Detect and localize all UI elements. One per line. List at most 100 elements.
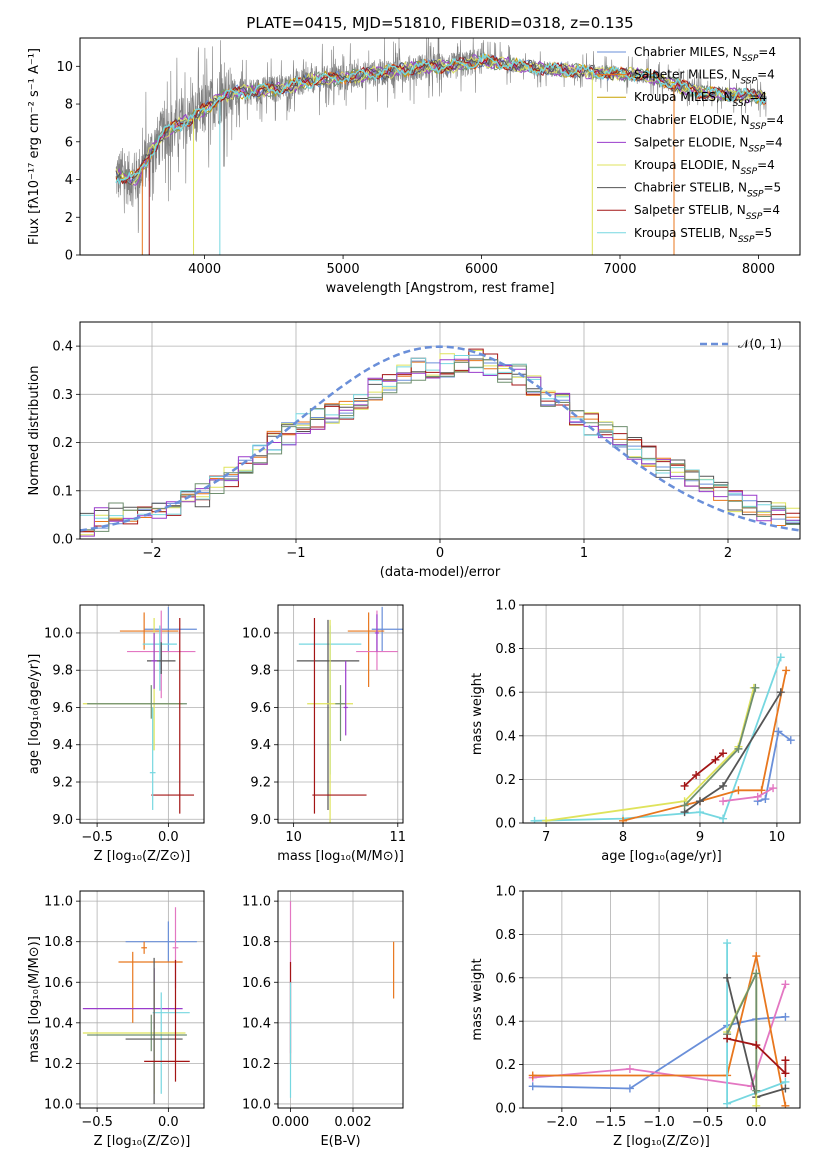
y-tick-label: 1.0 (495, 885, 516, 900)
legend-label-n: =4 (757, 158, 775, 172)
weight-point-marker (761, 795, 770, 804)
y-tick-label: 9.0 (250, 813, 271, 828)
y-tick-label: 0 (65, 249, 73, 264)
weight-point-marker (711, 755, 720, 764)
axes-frame (79, 37, 801, 256)
error-bars (82, 606, 197, 814)
legend-label: Chabrier STELIB, NSSP=5 (634, 181, 781, 200)
weight-point-marker (757, 786, 766, 795)
y-tick-label: 9.2 (52, 776, 73, 791)
y-tick-label: 9.0 (52, 813, 73, 828)
x-axis-label: wavelength [Angstrom, rest frame] (326, 281, 555, 296)
weight-series-line (532, 955, 787, 1106)
age-vs-mass-panel: 10 11 9.0 9.2 9.4 9.6 9.8 10.0 mass [log₁₀(M/M⊙)… (242, 604, 407, 864)
x-axis-label: mass [log₁₀(M/M⊙)] (277, 849, 404, 864)
x-tick-label: 1 (580, 546, 588, 561)
y-tick-label: 10.2 (242, 1057, 271, 1072)
x-tick-label: −0.5 (81, 1115, 113, 1130)
y-tick-label: 10.4 (44, 1016, 73, 1031)
grid-and-ticks: 7 8 9 10 0.0 0.2 0.4 0.6 0.8 1.0 (495, 599, 800, 845)
x-tick-label: −2.0 (546, 1115, 578, 1130)
spectrum-panel: 4000 5000 6000 7000 8000 0 2 4 6 8 10 wavelength [A… (27, 37, 801, 296)
weight-point-marker (719, 814, 728, 823)
weight-point-marker (782, 666, 791, 675)
y-tick-label: 11.0 (242, 895, 271, 910)
legend-label-n: =4 (749, 90, 767, 104)
x-tick-label: 9 (696, 830, 704, 845)
y-tick-label: 1.0 (495, 599, 516, 614)
x-axis-label: Z [log₁₀(Z/Z⊙)] (613, 1134, 710, 1149)
y-tick-label: 10.0 (242, 1097, 271, 1112)
legend-label-n: =4 (762, 203, 780, 217)
weight-point-marker (781, 1084, 790, 1093)
weight-point-marker (752, 952, 761, 961)
y-tick-label: 0.8 (495, 642, 516, 657)
weight-point-marker (786, 736, 795, 745)
weight-point-marker (734, 744, 743, 753)
y-axis-label: Flux [fλ10⁻¹⁷ erg cm⁻² s⁻¹ A⁻¹] (27, 48, 42, 245)
weight-point-marker (776, 653, 785, 662)
weight-point-marker (781, 1069, 790, 1078)
y-tick-label: 9.6 (250, 701, 271, 716)
weight-vs-z-panel: −2.0 −1.5 −1.0 −0.5 0.0 0.0 0.2 0.4 0.6 0.8 1.0 Z [… (470, 885, 801, 1149)
histograms (80, 345, 800, 537)
legend-label: Salpeter STELIB, NSSP=4 (634, 203, 780, 222)
weight-point-marker (680, 781, 689, 790)
x-axis-label: age [log₁₀(age/yr)] (601, 849, 722, 864)
residual-panel: −2 −1 0 1 2 0.0 0.1 0.2 0.3 0.4 (data-model)/error… (27, 321, 801, 580)
y-tick-label: 4 (65, 173, 73, 188)
legend-label: Chabrier ELODIE, NSSP=4 (634, 113, 784, 132)
weight-point-marker (751, 683, 760, 692)
y-axis-label: mass weight (470, 673, 485, 755)
legend-label-sub: SSP (738, 235, 755, 245)
x-tick-label: −0.5 (692, 1115, 724, 1130)
weight-series-line (683, 752, 724, 787)
x-tick-label: 11 (390, 830, 407, 845)
y-tick-label: 9.6 (52, 701, 73, 716)
y-tick-label: 10.0 (44, 1097, 73, 1112)
legend-label-sub: SSP (746, 212, 763, 222)
weight-point-marker (692, 771, 701, 780)
weight-series-line (545, 687, 755, 822)
legend-label-text: Kroupa STELIB, N (634, 226, 738, 240)
weight-point-marker (695, 797, 704, 806)
weight-point-marker (723, 973, 732, 982)
legend-label-n: =4 (765, 135, 783, 149)
weight-lines (528, 939, 790, 1108)
y-tick-label: 10.6 (242, 976, 271, 991)
weight-point-marker (753, 792, 762, 801)
weight-point-marker (752, 1041, 761, 1050)
y-tick-label: 0.2 (495, 773, 516, 788)
x-axis-label: Z [log₁₀(Z/Z⊙)] (94, 849, 191, 864)
legend-label-text: Chabrier MILES, N (634, 45, 742, 59)
normal-curve (80, 345, 800, 532)
y-tick-label: 11.0 (44, 895, 73, 910)
legend-label-n: =5 (754, 226, 772, 240)
spectrum-lines (115, 38, 767, 255)
x-tick-label: 0.0 (746, 1115, 767, 1130)
legend-label: 𝒩(0, 1) (738, 337, 782, 351)
weight-point-marker (719, 749, 728, 758)
legend-label-sub: SSP (750, 122, 767, 132)
weight-point-marker (781, 980, 790, 989)
x-tick-label: 10 (285, 830, 302, 845)
weight-point-marker (528, 1071, 537, 1080)
x-tick-label: 0.0 (158, 830, 179, 845)
y-tick-label: 10.6 (44, 976, 73, 991)
weight-point-marker (528, 1082, 537, 1091)
y-axis-label: mass weight (470, 958, 485, 1040)
y-tick-label: 0.0 (52, 533, 73, 548)
x-tick-label: −1.0 (643, 1115, 675, 1130)
y-tick-label: 9.8 (52, 664, 73, 679)
x-tick-label: 6000 (465, 262, 498, 277)
legend-label-sub: SSP (742, 54, 759, 64)
axes-frame (522, 890, 801, 1109)
weight-series-line (534, 656, 782, 822)
weight-series-line (726, 973, 758, 1091)
weight-vs-age-panel: 7 8 9 10 0.0 0.2 0.4 0.6 0.8 1.0 age [log₁₀(age/yr… (470, 599, 801, 864)
weight-point-marker (530, 816, 539, 823)
legend-label-sub: SSP (733, 99, 750, 109)
weight-point-marker (723, 1034, 732, 1043)
axes-frame (277, 890, 404, 1109)
x-tick-label: 0.000 (272, 1115, 309, 1130)
